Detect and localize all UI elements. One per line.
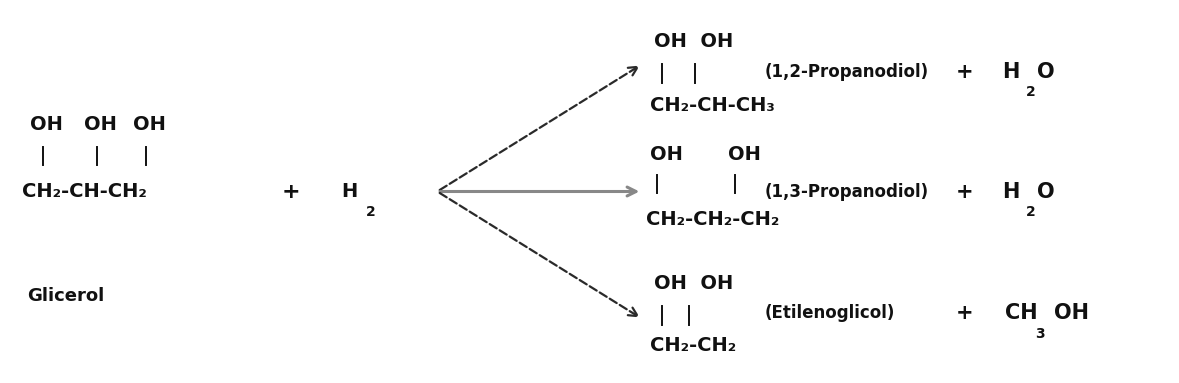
Text: +: +: [282, 182, 301, 201]
Text: OH: OH: [29, 115, 62, 134]
Text: OH: OH: [727, 144, 760, 164]
Text: CH: CH: [1005, 303, 1038, 323]
Text: OH: OH: [84, 115, 117, 134]
Text: O: O: [1038, 182, 1055, 201]
Text: CH₂-CH-CH₃: CH₂-CH-CH₃: [651, 96, 775, 115]
Text: +: +: [955, 303, 973, 323]
Text: 2: 2: [1026, 205, 1035, 219]
Text: H: H: [1002, 62, 1020, 82]
Text: (Etilenoglicol): (Etilenoglicol): [765, 304, 896, 322]
Text: 3: 3: [1035, 327, 1045, 341]
Text: 2: 2: [1026, 85, 1035, 99]
Text: OH: OH: [1054, 303, 1089, 323]
Text: (1,2-Propanodiol): (1,2-Propanodiol): [765, 62, 929, 80]
Text: H: H: [1002, 182, 1020, 201]
Text: +: +: [955, 62, 973, 82]
Text: +: +: [955, 182, 973, 201]
Text: (1,3-Propanodiol): (1,3-Propanodiol): [765, 183, 929, 200]
Text: O: O: [1038, 62, 1055, 82]
Text: CH₂-CH-CH₂: CH₂-CH-CH₂: [21, 182, 146, 201]
Text: OH  OH: OH OH: [654, 32, 733, 51]
Text: H: H: [342, 182, 357, 201]
Text: OH: OH: [133, 115, 166, 134]
Text: CH₂-CH₂: CH₂-CH₂: [651, 336, 737, 355]
Text: Glicerol: Glicerol: [27, 287, 105, 305]
Text: CH₂-CH₂-CH₂: CH₂-CH₂-CH₂: [646, 210, 779, 229]
Text: OH  OH: OH OH: [654, 274, 733, 293]
Text: 2: 2: [365, 205, 375, 219]
Text: OH: OH: [651, 144, 684, 164]
